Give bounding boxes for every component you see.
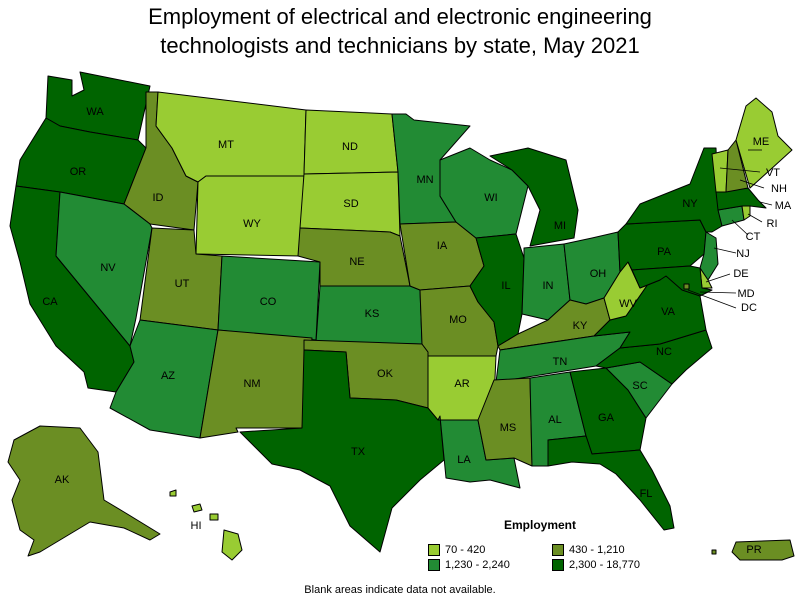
legend-swatch-3 [428, 559, 440, 571]
state-label-nc: NC [656, 346, 672, 358]
state-label-nm: NM [243, 378, 260, 390]
state-label-ok: OK [377, 368, 394, 380]
state-label-mi: MI [554, 220, 566, 232]
label-leader-lines [687, 149, 773, 309]
legend-item-1: 70 - 420 [428, 544, 485, 556]
state-label-de: DE [733, 268, 748, 280]
legend-title: Employment [504, 518, 577, 532]
legend-swatch-4 [552, 559, 564, 571]
state-label-hi: HI [191, 520, 202, 532]
state-label-nj: NJ [736, 248, 749, 260]
state-label-wv: WV [619, 298, 637, 310]
state-label-oh: OH [590, 268, 607, 280]
state-label-or: OR [70, 166, 87, 178]
legend: Employment 70 - 420 430 - 1,210 1,230 - … [428, 518, 640, 574]
state-ny[interactable] [625, 147, 723, 233]
footnote: Blank areas indicate data not available. [304, 584, 496, 596]
state-md[interactable] [631, 265, 713, 297]
legend-label-3: 1,230 - 2,240 [445, 559, 510, 571]
legend-item-4: 2,300 - 18,770 [552, 559, 640, 571]
legend-item-3: 1,230 - 2,240 [428, 559, 510, 571]
state-tx[interactable] [239, 349, 445, 553]
state-label-ut: UT [175, 278, 190, 290]
legend-item-2: 430 - 1,210 [552, 544, 625, 556]
state-label-il: IL [501, 280, 510, 292]
state-label-vt: VT [766, 167, 780, 179]
state-label-la: LA [457, 454, 471, 466]
state-label-nh: NH [771, 183, 787, 195]
legend-label-4: 2,300 - 18,770 [569, 559, 640, 571]
state-label-ri: RI [767, 218, 778, 230]
state-label-tx: TX [351, 446, 366, 458]
state-label-mt: MT [218, 139, 234, 151]
state-label-ks: KS [365, 308, 380, 320]
state-label-ak: AK [55, 474, 70, 486]
state-label-ar: AR [454, 378, 469, 390]
state-label-wa: WA [86, 106, 104, 118]
state-label-nd: ND [342, 141, 358, 153]
state-label-id: ID [153, 192, 164, 204]
state-label-md: MD [737, 288, 754, 300]
title-line-2: technologists and technicians by state, … [160, 33, 640, 58]
state-label-ne: NE [349, 256, 364, 268]
state-label-mn: MN [416, 174, 433, 186]
state-mi[interactable] [489, 147, 579, 247]
state-label-pr: PR [746, 544, 761, 556]
state-label-az: AZ [161, 370, 175, 382]
state-label-me: ME [753, 136, 770, 148]
state-label-co: CO [260, 296, 277, 308]
state-label-al: AL [548, 414, 561, 426]
legend-swatch-1 [428, 544, 440, 556]
state-pr[interactable] [711, 539, 795, 561]
state-fl[interactable] [547, 435, 675, 531]
state-label-nv: NV [100, 262, 116, 274]
map-title: Employment of electrical and electronic … [0, 2, 800, 60]
state-label-fl: FL [640, 488, 653, 500]
state-label-ms: MS [500, 422, 517, 434]
state-label-sc: SC [632, 380, 647, 392]
state-label-in: IN [543, 280, 554, 292]
state-ak[interactable] [7, 425, 161, 557]
state-label-sd: SD [343, 198, 358, 210]
legend-label-2: 430 - 1,210 [569, 544, 625, 556]
state-label-pa: PA [657, 246, 672, 258]
state-dc[interactable] [683, 283, 690, 290]
legend-swatch-2 [552, 544, 564, 556]
state-label-wi: WI [484, 192, 497, 204]
state-label-tn: TN [553, 356, 568, 368]
legend-label-1: 70 - 420 [445, 544, 486, 556]
state-label-wy: WY [243, 218, 261, 230]
state-ri[interactable] [741, 205, 751, 221]
state-hi[interactable] [169, 489, 243, 561]
state-wy[interactable] [195, 175, 305, 257]
state-nm[interactable] [199, 329, 313, 439]
title-line-1: Employment of electrical and electronic … [148, 4, 652, 29]
state-label-ct: CT [746, 231, 761, 243]
state-label-ga: GA [598, 412, 615, 424]
state-label-mo: MO [449, 314, 467, 326]
state-label-va: VA [661, 306, 676, 318]
state-ma[interactable] [715, 187, 767, 211]
state-me[interactable] [735, 97, 793, 189]
state-label-ia: IA [437, 240, 448, 252]
state-nh[interactable] [725, 139, 749, 193]
state-label-ny: NY [682, 198, 698, 210]
state-label-ky: KY [573, 320, 588, 332]
state-nv[interactable] [55, 191, 153, 347]
state-wi[interactable] [439, 147, 529, 239]
state-label-dc: DC [741, 302, 757, 314]
state-label-ma: MA [775, 200, 792, 212]
state-label-ca: CA [42, 296, 58, 308]
